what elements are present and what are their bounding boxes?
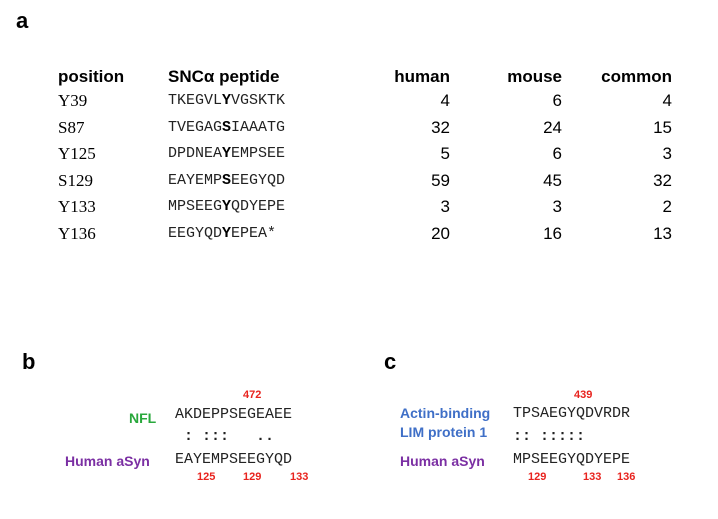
- c-top-label-line1: Actin-binding: [400, 405, 491, 421]
- b-top-label: NFL: [129, 410, 157, 426]
- peptide-suffix: EEGYQD: [231, 172, 286, 189]
- peptide-prefix: DPDNEA: [168, 145, 223, 162]
- peptide-suffix: QDYEPE: [231, 198, 286, 215]
- panel-label-a: a: [16, 8, 29, 33]
- header-human: human: [394, 67, 450, 86]
- row-human-count: 59: [431, 171, 450, 190]
- c-bottom-sequence: MPSEEGYQDYEPE: [513, 451, 631, 468]
- b-match-line: : ::: ..: [175, 428, 275, 445]
- row-position: S87: [58, 118, 85, 137]
- row-mouse-count: 6: [552, 144, 562, 163]
- row-position: Y133: [58, 197, 96, 216]
- peptide-prefix: EAYEMP: [168, 172, 223, 189]
- peptide-prefix: MPSEEG: [168, 198, 223, 215]
- header-peptide: SNCα peptide: [168, 67, 280, 86]
- row-human-count: 3: [440, 197, 450, 216]
- peptide-prefix: TKEGVL: [168, 92, 223, 109]
- b-bottom-sequence: EAYEMPSEEGYQD: [175, 451, 293, 468]
- row-human-count: 32: [431, 118, 450, 137]
- row-peptide: TVEGAGSIAAATG: [168, 119, 285, 136]
- b-top-number: 472: [243, 389, 262, 401]
- modified-residue: S: [222, 172, 232, 189]
- row-position: S129: [58, 171, 93, 190]
- c-bottom-number-133: 133: [583, 471, 602, 483]
- modified-residue: Y: [222, 198, 232, 215]
- panel-label-c: c: [384, 349, 397, 374]
- peptide-prefix: EEGYQD: [168, 225, 223, 242]
- row-peptide: MPSEEGYQDYEPE: [168, 198, 285, 215]
- row-common-count: 4: [662, 91, 672, 110]
- row-human-count: 4: [440, 91, 450, 110]
- row-common-count: 15: [653, 118, 672, 137]
- row-peptide: DPDNEAYEMPSEE: [168, 145, 285, 162]
- modified-residue: Y: [222, 145, 232, 162]
- c-top-sequence: TPSAEGYQDVRDR: [513, 405, 631, 422]
- b-bottom-number-125: 125: [197, 471, 216, 483]
- row-common-count: 32: [653, 171, 672, 190]
- row-human-count: 5: [440, 144, 450, 163]
- row-peptide: EEGYQDYEPEA*: [168, 225, 276, 242]
- peptide-prefix: TVEGAG: [168, 119, 223, 136]
- c-bottom-number-129: 129: [528, 471, 547, 483]
- c-match-line: :: :::::: [513, 428, 586, 445]
- row-mouse-count: 24: [543, 118, 562, 137]
- header-common: common: [601, 67, 672, 86]
- b-bottom-number-133: 133: [290, 471, 309, 483]
- header-mouse: mouse: [507, 67, 562, 86]
- peptide-suffix: IAAATG: [231, 119, 286, 136]
- row-mouse-count: 16: [543, 224, 562, 243]
- modified-residue: Y: [222, 92, 232, 109]
- modified-residue: Y: [222, 225, 232, 242]
- header-position: position: [58, 67, 125, 86]
- c-bottom-label: Human aSyn: [400, 453, 485, 469]
- row-common-count: 13: [653, 224, 672, 243]
- row-human-count: 20: [431, 224, 450, 243]
- row-common-count: 3: [662, 144, 672, 163]
- b-bottom-number-129: 129: [243, 471, 262, 483]
- row-mouse-count: 6: [552, 91, 562, 110]
- row-mouse-count: 3: [552, 197, 562, 216]
- b-top-sequence: AKDEPPSEGEAEE: [175, 406, 293, 423]
- c-top-number: 439: [574, 389, 593, 401]
- peptide-suffix: EMPSEE: [231, 145, 286, 162]
- row-mouse-count: 45: [543, 171, 562, 190]
- row-common-count: 2: [662, 197, 672, 216]
- modified-residue: S: [222, 119, 232, 136]
- b-bottom-label: Human aSyn: [65, 453, 150, 469]
- panel-label-b: b: [22, 349, 36, 374]
- row-position: Y125: [58, 144, 96, 163]
- row-position: Y136: [58, 224, 96, 243]
- peptide-suffix: VGSKTK: [231, 92, 286, 109]
- row-peptide: TKEGVLYVGSKTK: [168, 92, 285, 109]
- row-peptide: EAYEMPSEEGYQD: [168, 172, 285, 189]
- c-top-label-line2: LIM protein 1: [400, 424, 488, 440]
- c-bottom-number-136: 136: [617, 471, 636, 483]
- row-position: Y39: [58, 91, 88, 110]
- peptide-suffix: EPEA*: [231, 225, 277, 242]
